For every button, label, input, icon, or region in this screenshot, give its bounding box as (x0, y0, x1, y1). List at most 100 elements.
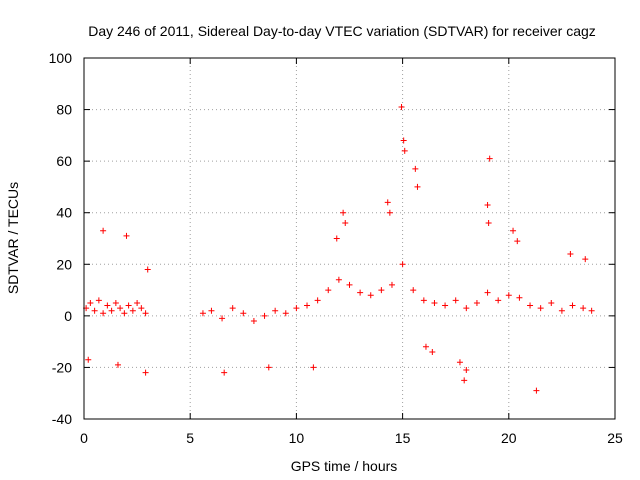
data-point (548, 299, 555, 306)
data-point (100, 227, 107, 234)
data-point (138, 305, 145, 312)
x-tick-label: 10 (289, 430, 305, 446)
axis-ticks: -40 -20 0 20 40 60 80 100 0 5 10 15 20 25 (49, 50, 623, 446)
data-point (144, 266, 151, 273)
data-point (410, 287, 417, 294)
data-point (429, 348, 436, 355)
grid-lines (84, 58, 615, 419)
data-point (357, 289, 364, 296)
data-point (485, 220, 492, 227)
data-point (208, 307, 215, 314)
data-point (486, 155, 493, 162)
data-point (142, 369, 149, 376)
data-point (442, 302, 449, 309)
y-tick-label: -40 (52, 411, 72, 427)
data-point (221, 369, 228, 376)
data-point (304, 302, 311, 309)
data-point (527, 302, 534, 309)
data-point (342, 220, 349, 227)
data-point (558, 307, 565, 314)
x-axis-title: GPS time / hours (291, 458, 398, 474)
data-point (104, 302, 111, 309)
data-point (108, 307, 115, 314)
data-point (346, 281, 353, 288)
data-point (325, 287, 332, 294)
x-tick-label: 25 (607, 430, 623, 446)
y-tick-label: 60 (56, 153, 72, 169)
data-point (422, 343, 429, 350)
data-point (569, 302, 576, 309)
data-point (510, 227, 517, 234)
data-point (112, 299, 119, 306)
data-point (484, 289, 491, 296)
data-point (452, 297, 459, 304)
data-point (335, 276, 342, 283)
data-point (484, 201, 491, 208)
data-point (588, 307, 595, 314)
data-point (95, 297, 102, 304)
data-point (388, 281, 395, 288)
x-tick-label: 20 (501, 430, 517, 446)
data-point (420, 297, 427, 304)
chart-title: Day 246 of 2011, Sidereal Day-to-day VTE… (88, 23, 596, 39)
data-point (412, 165, 419, 172)
y-tick-label: 0 (64, 308, 72, 324)
data-point (473, 299, 480, 306)
data-point (399, 261, 406, 268)
data-point (142, 310, 149, 317)
y-axis-title: SDTVAR / TECUs (5, 182, 21, 294)
data-point (117, 305, 124, 312)
y-tick-label: 40 (56, 205, 72, 221)
data-point (400, 137, 407, 144)
data-point (582, 256, 589, 263)
x-tick-label: 0 (80, 430, 88, 446)
data-point (580, 305, 587, 312)
y-tick-label: 20 (56, 256, 72, 272)
data-point (456, 359, 463, 366)
x-tick-label: 15 (395, 430, 411, 446)
data-points (83, 103, 595, 394)
data-point (461, 377, 468, 384)
data-point (229, 305, 236, 312)
y-tick-label: 100 (49, 50, 73, 66)
data-point (129, 307, 136, 314)
data-point (505, 292, 512, 299)
data-point (398, 103, 405, 110)
data-point (386, 209, 393, 216)
data-point (272, 307, 279, 314)
data-point (121, 310, 128, 317)
x-tick-label: 5 (186, 430, 194, 446)
plot-frame (83, 57, 616, 420)
data-point (293, 305, 300, 312)
data-point (87, 299, 94, 306)
data-point (401, 147, 408, 154)
data-point (91, 307, 98, 314)
data-point (125, 302, 132, 309)
data-point (463, 305, 470, 312)
data-point (463, 367, 470, 374)
data-point (367, 292, 374, 299)
data-point (265, 364, 272, 371)
data-point (333, 235, 340, 242)
data-point (431, 299, 438, 306)
data-point (537, 305, 544, 312)
data-point (134, 299, 141, 306)
data-point (314, 297, 321, 304)
data-point (384, 199, 391, 206)
data-point (199, 310, 206, 317)
data-point (85, 356, 92, 363)
data-point (414, 183, 421, 190)
data-point (310, 364, 317, 371)
data-point (567, 250, 574, 257)
data-point (378, 287, 385, 294)
data-point (533, 387, 540, 394)
data-point (114, 361, 121, 368)
data-point (261, 312, 268, 319)
data-point (123, 232, 130, 239)
data-point (219, 315, 226, 322)
data-point (514, 238, 521, 245)
data-point (100, 310, 107, 317)
data-point (240, 310, 247, 317)
